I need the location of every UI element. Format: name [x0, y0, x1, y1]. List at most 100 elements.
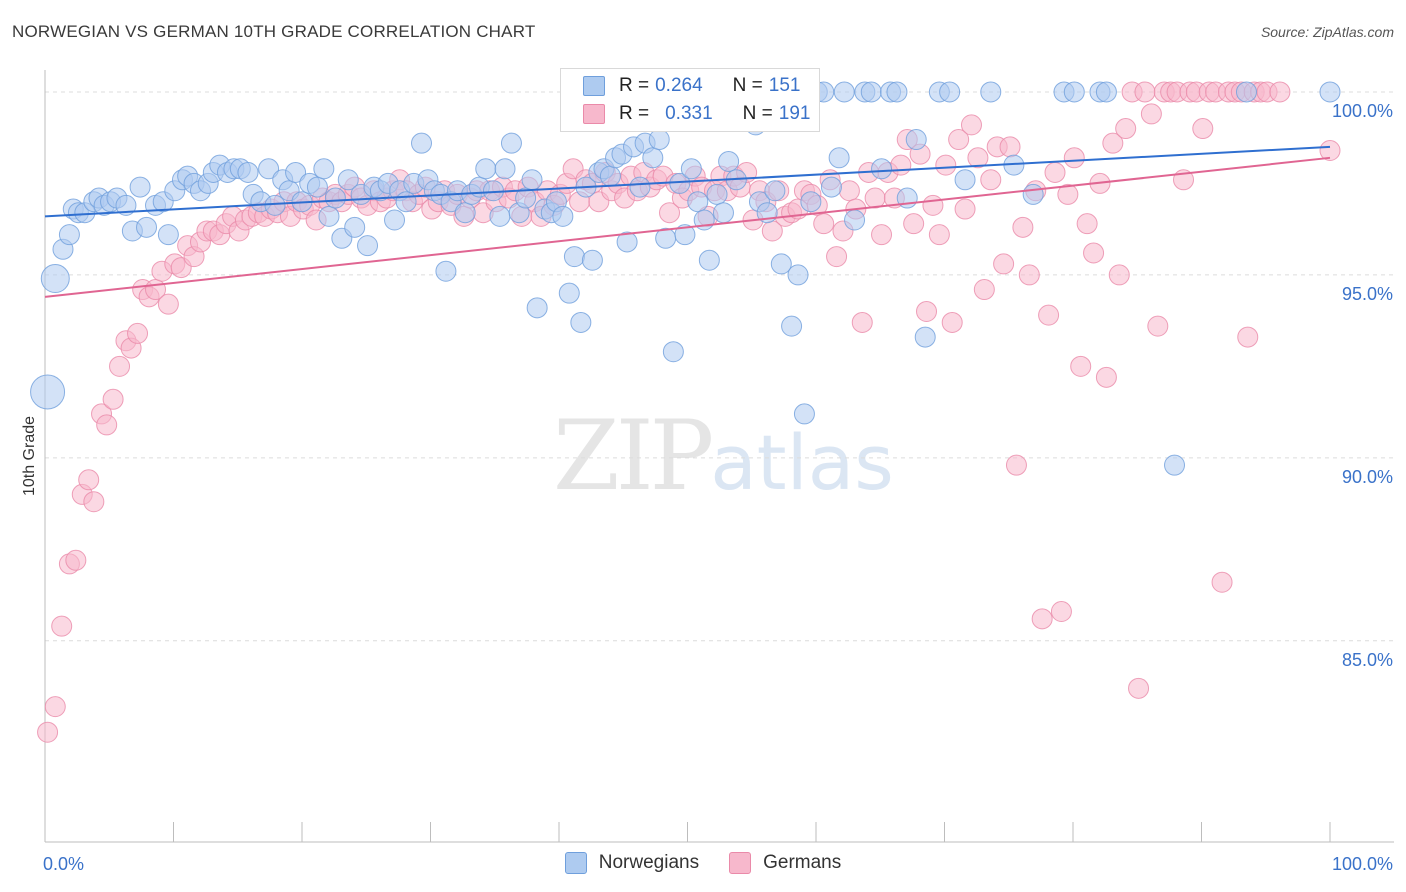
- norwegians-swatch: [583, 76, 605, 96]
- norwegian-point: [1022, 183, 1044, 205]
- norwegian-point: [886, 81, 908, 103]
- german-point: [1140, 103, 1162, 125]
- norwegian-point: [860, 81, 882, 103]
- german-point: [109, 355, 131, 377]
- norwegian-point: [781, 315, 803, 337]
- norwegian-point: [706, 183, 728, 205]
- german-point: [1115, 118, 1137, 140]
- german-point: [78, 469, 100, 491]
- norwegian-point: [40, 264, 70, 294]
- norwegian-point: [954, 169, 976, 191]
- german-point: [928, 224, 950, 246]
- series-legend: Norwegians Germans: [0, 852, 1406, 874]
- german-point: [1134, 81, 1156, 103]
- norwegian-point: [698, 249, 720, 271]
- y-tick-label: 95.0%: [1342, 284, 1393, 304]
- stats-legend: R = 0.264 N = 151 R = 0.331 N = 191: [560, 68, 820, 132]
- german-point: [922, 194, 944, 216]
- norwegian-point: [258, 158, 280, 180]
- german-point: [851, 311, 873, 333]
- norwegians-legend-label: Norwegians: [598, 852, 700, 873]
- german-point: [102, 388, 124, 410]
- norwegian-point: [521, 169, 543, 191]
- norwegian-point: [1164, 454, 1186, 476]
- x-tick-label-end: 100.0%: [1332, 854, 1393, 874]
- norwegian-point: [642, 147, 664, 169]
- norwegian-point: [680, 158, 702, 180]
- german-point: [1102, 132, 1124, 154]
- watermark-atlas: atlas: [710, 418, 894, 507]
- norwegian-point: [237, 161, 259, 183]
- norwegian-point: [629, 176, 651, 198]
- german-point: [127, 322, 149, 344]
- german-point: [1237, 326, 1259, 348]
- legend-item-norwegians[interactable]: Norwegians: [564, 852, 700, 874]
- norwegian-point: [384, 209, 406, 231]
- norwegian-point: [712, 202, 734, 224]
- norwegian-point: [570, 311, 592, 333]
- german-point: [954, 198, 976, 220]
- german-point: [1070, 355, 1092, 377]
- german-point: [890, 154, 912, 176]
- norwegian-point: [435, 260, 457, 282]
- norwegian-point: [357, 235, 379, 257]
- norwegians-r-value: 0.264: [655, 75, 703, 96]
- norwegians-n-value: 151: [768, 75, 801, 96]
- norwegian-point: [563, 246, 585, 268]
- german-point: [1031, 608, 1053, 630]
- german-point: [1038, 304, 1060, 326]
- german-point: [960, 114, 982, 136]
- germans-swatch: [583, 104, 605, 124]
- chart-title: NORWEGIAN VS GERMAN 10TH GRADE CORRELATI…: [12, 22, 536, 41]
- norwegians-n-label: N =: [732, 75, 763, 96]
- german-point: [37, 721, 59, 743]
- germans-legend-label: Germans: [763, 852, 842, 873]
- norwegian-point: [599, 165, 621, 187]
- german-point: [935, 154, 957, 176]
- norwegian-point: [344, 216, 366, 238]
- german-point: [916, 300, 938, 322]
- norwegian-point: [157, 224, 179, 246]
- norwegians-legend-swatch: [564, 852, 587, 874]
- german-point: [993, 253, 1015, 275]
- norwegian-point: [306, 176, 328, 198]
- german-point: [1076, 213, 1098, 235]
- y-tick-label: 90.0%: [1342, 467, 1393, 487]
- watermark: ZIPatlas: [553, 400, 894, 512]
- german-point: [83, 491, 105, 513]
- norwegian-point: [914, 326, 936, 348]
- german-point: [1005, 454, 1027, 476]
- german-point: [1057, 183, 1079, 205]
- german-point: [1319, 139, 1341, 161]
- norwegian-trendline: [44, 145, 1331, 218]
- german-point: [1211, 571, 1233, 593]
- y-tick-label: 100.0%: [1332, 101, 1393, 121]
- norwegian-point: [1063, 81, 1085, 103]
- norwegian-point: [844, 209, 866, 231]
- germans-n-value: 191: [778, 103, 811, 124]
- norwegian-point: [115, 194, 137, 216]
- norwegian-point: [500, 132, 522, 154]
- norwegian-point: [828, 147, 850, 169]
- norwegian-point: [905, 129, 927, 151]
- german-point: [1095, 366, 1117, 388]
- german-point: [838, 180, 860, 202]
- german-point: [1147, 315, 1169, 337]
- norwegian-point: [395, 191, 417, 213]
- german-point: [1012, 216, 1034, 238]
- german-point: [1192, 118, 1214, 140]
- norwegian-point: [674, 224, 696, 246]
- norwegian-point: [285, 161, 307, 183]
- german-point: [65, 549, 87, 571]
- norwegian-point: [787, 264, 809, 286]
- norwegian-point: [30, 374, 66, 410]
- legend-item-germans[interactable]: Germans: [729, 852, 841, 874]
- german-point: [864, 187, 886, 209]
- norwegian-point: [718, 150, 740, 172]
- source-label: Source: ZipAtlas.com: [1260, 24, 1394, 40]
- norwegian-point: [129, 176, 151, 198]
- german-point: [1044, 161, 1066, 183]
- norwegian-point: [552, 205, 574, 227]
- norwegian-point: [616, 231, 638, 253]
- german-point: [1083, 242, 1105, 264]
